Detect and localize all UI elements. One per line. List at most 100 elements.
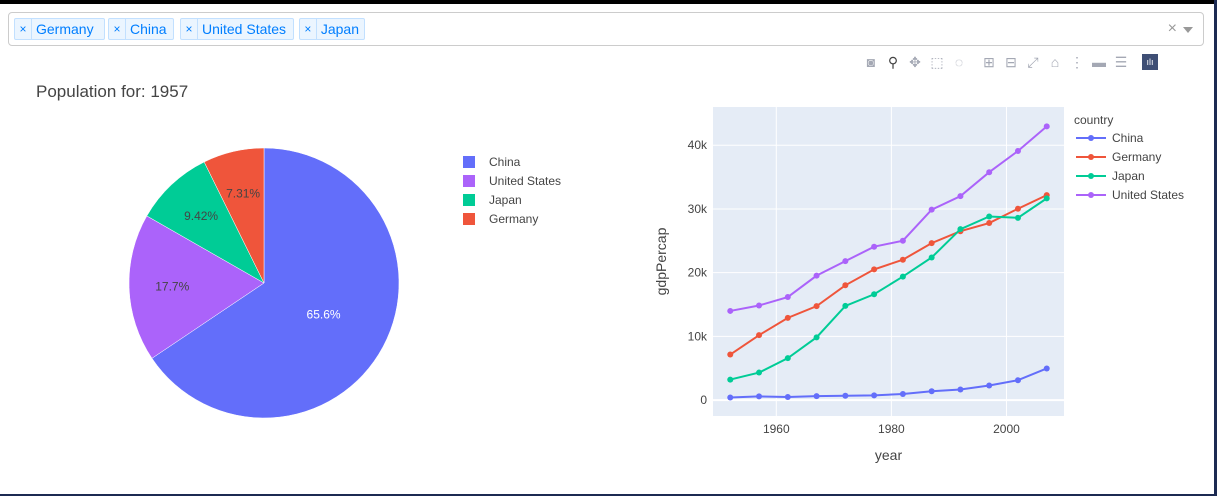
data-point	[813, 393, 820, 400]
plot-area-background	[713, 107, 1064, 416]
data-point	[986, 169, 993, 176]
data-point	[928, 254, 935, 261]
pie-slice-united-states	[128, 215, 265, 359]
y-axis-title: gdpPercap	[653, 227, 669, 295]
zoom-icon[interactable]: ⚲	[887, 53, 899, 70]
remove-tag-icon[interactable]: ×	[300, 19, 317, 39]
data-point	[842, 282, 849, 289]
data-point	[899, 237, 906, 244]
tag-label: Japan	[320, 21, 359, 37]
data-point	[1043, 123, 1050, 130]
zoom-out-icon[interactable]: ⊟	[1005, 53, 1017, 70]
pie-legend-label: Japan	[489, 193, 522, 207]
tag-label: China	[130, 21, 167, 37]
data-point	[871, 291, 878, 298]
y-tick-label: 30k	[688, 202, 708, 216]
data-point	[756, 393, 763, 400]
hover-compare-icon[interactable]: ☰	[1114, 53, 1128, 70]
data-point	[1014, 147, 1021, 154]
box-select-icon[interactable]: ⬚	[930, 53, 944, 70]
data-point	[1014, 377, 1021, 384]
line-legend-label: China	[1112, 131, 1144, 145]
pie-legend-swatch	[463, 175, 475, 187]
data-point	[957, 386, 964, 393]
data-point	[957, 193, 964, 200]
data-point	[986, 220, 993, 227]
zoom-in-icon[interactable]: ⊞	[983, 53, 995, 70]
data-point	[1014, 205, 1021, 212]
selected-tag-china: × China	[108, 18, 174, 40]
autoscale-icon[interactable]: ⤢	[1027, 53, 1039, 70]
line-legend-label: Japan	[1112, 169, 1145, 183]
data-point	[871, 243, 878, 250]
data-point	[784, 294, 791, 301]
selected-tag-united-states: × United States	[180, 18, 294, 40]
window-top-border	[0, 0, 1217, 4]
reset-axes-icon[interactable]: ⌂	[1050, 54, 1060, 70]
clear-all-icon[interactable]: ×	[1167, 20, 1177, 37]
pan-icon[interactable]: ✥	[909, 53, 921, 70]
data-point	[928, 240, 935, 247]
data-point	[784, 355, 791, 362]
plot-modebar: ◙ ⚲ ✥ ⬚ ◌ ⊞ ⊟ ⤢ ⌂ ⋮ ▬ ☰ ılı	[860, 52, 1158, 72]
data-point	[986, 382, 993, 389]
data-point	[928, 206, 935, 213]
series-line-china	[730, 367, 1048, 399]
data-point	[957, 226, 964, 233]
x-tick-label: 1980	[878, 422, 905, 436]
pie-chart-title: Population for: 1957	[36, 82, 189, 101]
country-multiselect[interactable]: × × Germany × China × United States × Japan	[8, 12, 1204, 46]
data-point	[928, 388, 935, 395]
y-tick-label: 20k	[688, 266, 708, 280]
pie-slice-label: 65.6%	[307, 308, 341, 322]
data-point	[727, 307, 734, 314]
lasso-icon[interactable]: ◌	[954, 54, 964, 70]
data-point	[842, 392, 849, 399]
line-legend-marker	[1088, 154, 1094, 160]
series-line-japan	[730, 197, 1048, 381]
data-point	[727, 376, 734, 383]
window-right-border	[1214, 0, 1217, 496]
remove-tag-icon[interactable]: ×	[109, 19, 126, 39]
x-axis-title: year	[875, 447, 903, 463]
line-legend-marker	[1088, 173, 1094, 179]
data-point	[842, 302, 849, 309]
plotly-logo-icon[interactable]: ılı	[1142, 54, 1158, 70]
data-point	[784, 314, 791, 321]
data-point	[813, 272, 820, 279]
pie-legend-label: United States	[489, 174, 561, 188]
data-point	[871, 266, 878, 273]
data-point	[871, 392, 878, 399]
data-point	[1043, 195, 1050, 202]
pie-legend-label: China	[489, 155, 521, 169]
data-point	[784, 393, 791, 400]
camera-icon[interactable]: ◙	[866, 54, 876, 70]
hover-closest-icon[interactable]: ▬	[1092, 54, 1106, 70]
data-point	[1043, 365, 1050, 372]
data-point	[756, 369, 763, 376]
spike-lines-icon[interactable]: ⋮	[1070, 53, 1084, 70]
chevron-down-icon[interactable]	[1183, 27, 1193, 33]
remove-tag-icon[interactable]: ×	[181, 19, 198, 39]
series-line-germany	[729, 194, 1048, 356]
data-point	[756, 302, 763, 309]
pie-legend-swatch	[463, 213, 475, 225]
pie-slice-china	[151, 147, 400, 419]
series-line-united-states	[730, 125, 1048, 312]
x-tick-label: 1960	[763, 422, 790, 436]
pie-slice-germany	[203, 147, 265, 284]
y-tick-label: 40k	[688, 138, 708, 152]
line-legend-marker	[1088, 192, 1094, 198]
selected-tag-japan: × Japan	[299, 18, 365, 40]
remove-tag-icon[interactable]: ×	[15, 19, 32, 39]
pie-slice-label: 7.31%	[226, 187, 260, 201]
pie-legend-label: Germany	[489, 212, 538, 226]
line-legend-title: country	[1074, 113, 1113, 127]
line-legend-marker	[1088, 135, 1094, 141]
tag-label: United States	[202, 21, 287, 37]
pie-legend-swatch	[463, 156, 475, 168]
line-legend-label: Germany	[1112, 150, 1161, 164]
data-point	[727, 394, 734, 401]
data-point	[813, 303, 820, 310]
data-point	[986, 213, 993, 220]
